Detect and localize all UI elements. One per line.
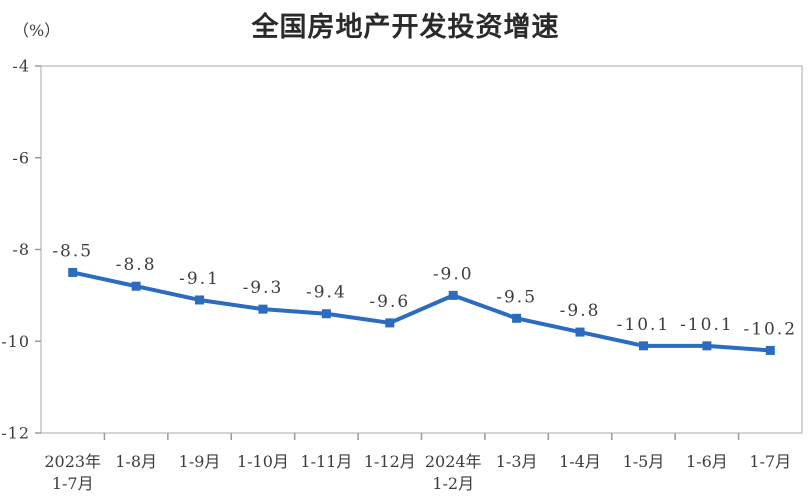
x-axis-label: 1-6月	[686, 452, 728, 471]
plot-border	[40, 65, 803, 434]
data-point-label: -10.2	[743, 319, 797, 339]
data-point-label: -8.8	[116, 255, 157, 275]
data-point-marker	[512, 313, 522, 323]
data-point-label: -9.4	[306, 283, 347, 303]
y-axis-label: -10	[1, 332, 30, 351]
data-point-marker	[195, 295, 205, 305]
x-axis-label: 1-9月	[179, 452, 221, 471]
data-point-label: -9.0	[433, 264, 474, 284]
x-axis-label: 1-12月	[364, 452, 416, 471]
x-axis-label: 2024年 1-2月	[425, 452, 482, 493]
y-axis-label: -8	[12, 240, 30, 259]
data-point-marker	[765, 345, 775, 355]
y-axis-label: -12	[1, 424, 30, 443]
data-point-marker	[258, 304, 268, 314]
data-point-marker	[321, 309, 331, 319]
y-axis-label: -4	[12, 57, 30, 76]
data-point-label: -9.5	[496, 287, 537, 307]
data-point-label: -10.1	[680, 315, 734, 335]
data-point-label: -8.5	[52, 241, 93, 261]
y-axis-label: -6	[12, 148, 30, 167]
x-axis-label: 1-4月	[559, 452, 601, 471]
x-axis-label: 1-5月	[623, 452, 665, 471]
series-line	[70, 270, 773, 353]
x-axis-label: 1-10月	[237, 452, 289, 471]
data-point-label: -9.8	[560, 301, 601, 321]
x-axis-label: 2023年 1-7月	[44, 452, 101, 493]
data-point-marker	[448, 290, 458, 300]
x-axis-label: 1-7月	[749, 452, 791, 471]
x-axis-label: 1-8月	[115, 452, 157, 471]
data-point-marker	[131, 281, 141, 291]
data-point-marker	[638, 341, 648, 351]
data-point-label: -9.1	[179, 269, 220, 289]
data-point-marker	[702, 341, 712, 351]
chart-title: 全国房地产开发投资增速	[251, 12, 560, 42]
y-axis-unit-label: （%）	[13, 21, 61, 40]
data-point-label: -10.1	[617, 315, 671, 335]
data-point-marker	[575, 327, 585, 337]
data-point-marker	[385, 318, 395, 328]
x-axis-label: 1-11月	[300, 452, 352, 471]
data-point-label: -9.3	[243, 278, 284, 298]
data-point-label: -9.6	[369, 292, 410, 312]
data-point-marker	[68, 267, 78, 277]
x-axis-label: 1-3月	[496, 452, 538, 471]
